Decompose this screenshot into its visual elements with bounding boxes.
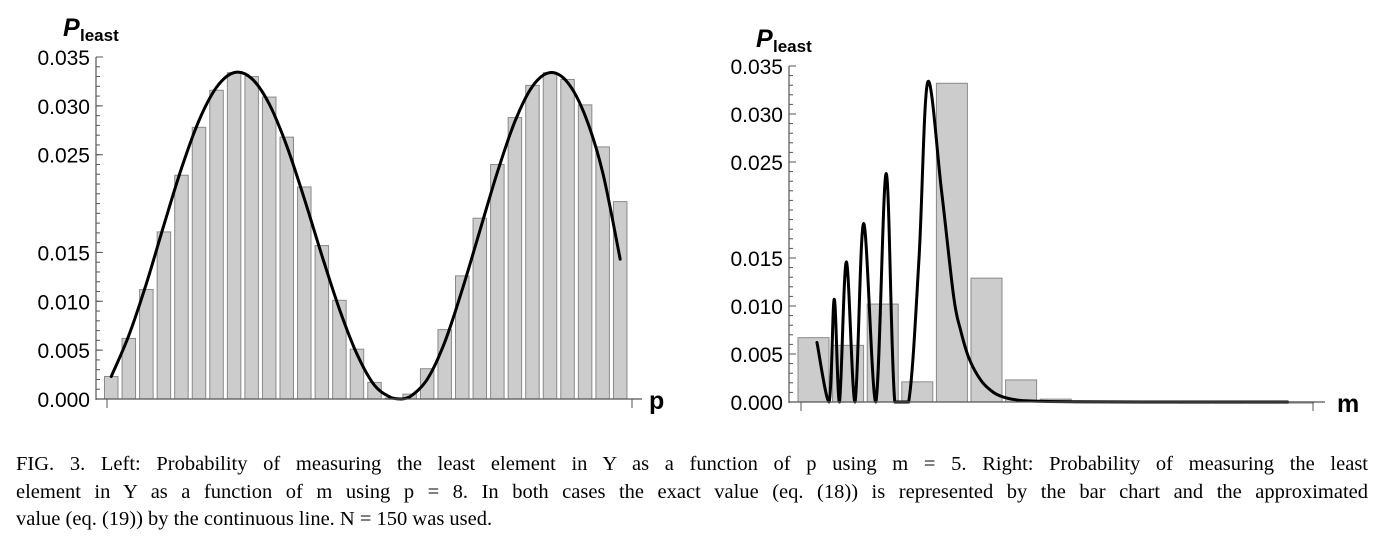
y-tick-label: 0.035 bbox=[730, 56, 783, 79]
y-tick-label: 0.025 bbox=[37, 145, 90, 168]
y-axis-label-subscript: least bbox=[773, 37, 812, 56]
y-axis-label: P bbox=[756, 25, 773, 53]
bar bbox=[970, 277, 1003, 403]
y-tick-label: 0.030 bbox=[37, 96, 90, 119]
x-axis-label: m bbox=[1337, 390, 1359, 418]
bar bbox=[174, 174, 189, 400]
caption-line-2: element in Y as a function of m using p … bbox=[16, 480, 1368, 503]
y-tick-label: 0.030 bbox=[730, 104, 783, 127]
bar bbox=[490, 163, 505, 400]
bar bbox=[797, 337, 830, 403]
bar bbox=[901, 381, 934, 403]
approximation-curve bbox=[109, 70, 622, 401]
caption-line-3: value (eq. (19)) by the continuous line.… bbox=[16, 508, 493, 530]
bar bbox=[542, 72, 558, 400]
bar bbox=[104, 376, 119, 400]
y-tick-label: 0.005 bbox=[730, 344, 783, 367]
bar bbox=[332, 299, 347, 400]
y-axis-title: P least bbox=[63, 14, 119, 45]
y-minor-ticks bbox=[96, 56, 100, 400]
y-tick-label: 0.000 bbox=[37, 389, 90, 412]
bar bbox=[595, 146, 610, 400]
y-tick-label: 0.015 bbox=[37, 242, 90, 265]
caption-line-1: FIG. 3. Left: Probability of measuring t… bbox=[16, 453, 1368, 475]
left-bar-chart: P least 0.0000.0050.0100.0150.0250.0300.… bbox=[37, 14, 664, 415]
x-ticks bbox=[106, 399, 633, 408]
bar bbox=[525, 84, 540, 400]
y-tick-label: 0.000 bbox=[730, 392, 783, 415]
right-bar-chart: P least 0.0000.0050.0100.0150.0250.0300.… bbox=[730, 25, 1359, 418]
y-tick-label: 0.015 bbox=[730, 248, 783, 271]
bar bbox=[139, 289, 154, 400]
y-axis-label: P bbox=[63, 14, 80, 42]
bar bbox=[226, 72, 242, 400]
y-tick-labels: 0.000 0.005 0.010 0.015 0.025 0.030 0.035 bbox=[37, 47, 103, 412]
y-minor-ticks bbox=[789, 65, 793, 403]
bar bbox=[244, 76, 259, 400]
bar-series bbox=[104, 72, 628, 400]
x-axis-label: p bbox=[649, 387, 664, 415]
y-tick-label: 0.010 bbox=[730, 296, 783, 319]
y-tick-label: 0.010 bbox=[37, 291, 90, 314]
y-tick-labels: 0.000 0.005 0.010 0.015 0.025 0.030 0.035 bbox=[730, 56, 796, 415]
bar bbox=[209, 89, 224, 400]
y-tick-label: 0.005 bbox=[37, 340, 90, 363]
y-tick-label: 0.025 bbox=[730, 152, 783, 175]
bar bbox=[577, 104, 593, 400]
y-axis-title: P least bbox=[756, 25, 812, 56]
bar bbox=[560, 78, 575, 400]
approximation-curve bbox=[815, 79, 1290, 404]
y-tick-label: 0.035 bbox=[37, 47, 90, 70]
x-ticks bbox=[800, 402, 1314, 411]
bar bbox=[191, 126, 207, 400]
y-axis-label-subscript: least bbox=[80, 26, 119, 45]
bar-series bbox=[797, 82, 1314, 404]
figure: P least 0.000 0.005 0.010 0.015 0.025 0.030 0.… bbox=[37, 14, 1359, 418]
figure-caption: FIG. 3. Left: Probability of measuring t… bbox=[16, 451, 1368, 534]
bar bbox=[507, 117, 523, 400]
bar bbox=[279, 136, 294, 400]
bar bbox=[261, 96, 277, 400]
bar bbox=[935, 82, 968, 403]
bar bbox=[156, 231, 172, 400]
